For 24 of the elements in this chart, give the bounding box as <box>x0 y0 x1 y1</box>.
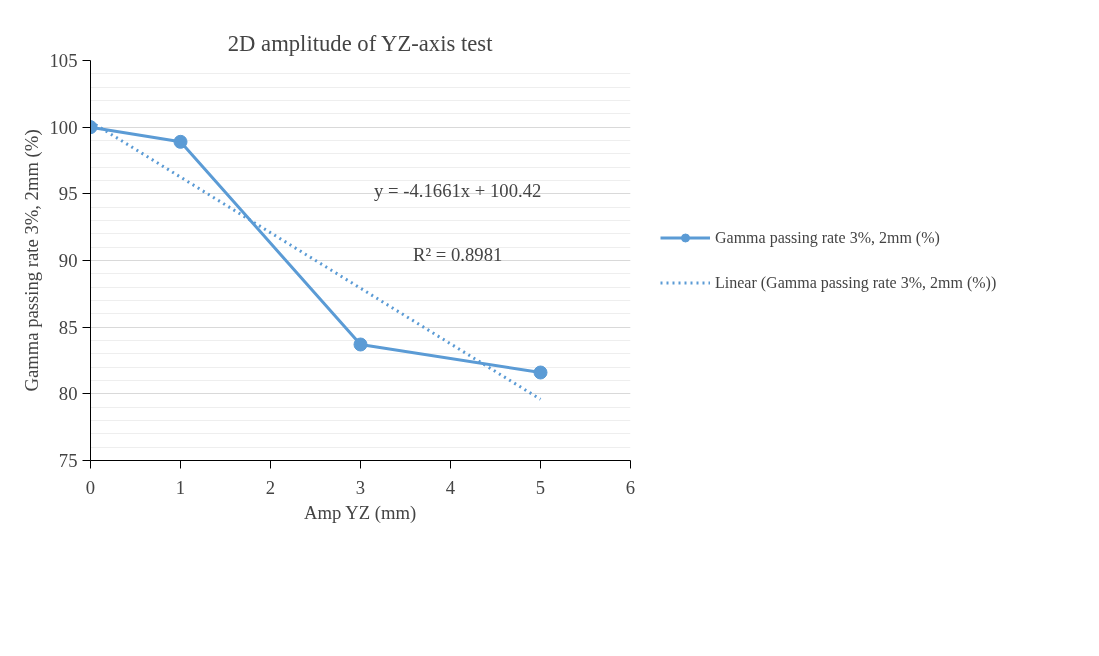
point <box>353 337 368 352</box>
point <box>173 134 188 149</box>
y-tick-label: 80 <box>58 383 78 405</box>
y-tick-label: 100 <box>49 116 78 138</box>
y-tick-label: 95 <box>58 183 78 205</box>
y-axis-title: Gamma passing rate 3%, 2mm (%) <box>20 129 43 392</box>
x-tick-label: 2 <box>265 476 276 498</box>
y-tick-label: 75 <box>58 450 78 471</box>
x-tick-label: 6 <box>625 476 636 498</box>
y-tick-label: 105 <box>49 50 78 71</box>
x-tick-label: 1 <box>175 476 186 498</box>
y-tick-label: 85 <box>58 316 78 338</box>
annotation: R² = 0.8981 <box>413 243 503 265</box>
x-tick-label: 3 <box>355 476 366 498</box>
chart-title: 2D amplitude of YZ-axis test <box>227 30 494 56</box>
y-tick-label: 90 <box>58 250 78 271</box>
x-tick-label: 5 <box>535 476 546 498</box>
x-tick-label: 0 <box>85 476 96 498</box>
legend-label: Linear (Gamma passing rate 3%, 2mm (%)) <box>715 273 997 292</box>
annotation: y = -4.1661x + 100.42 <box>374 179 542 201</box>
point <box>533 365 548 380</box>
legend-label: Gamma passing rate 3%, 2mm (%) <box>715 228 940 247</box>
x-tick-label: 4 <box>445 476 456 498</box>
x-axis-title: Amp YZ (mm) <box>304 501 417 524</box>
